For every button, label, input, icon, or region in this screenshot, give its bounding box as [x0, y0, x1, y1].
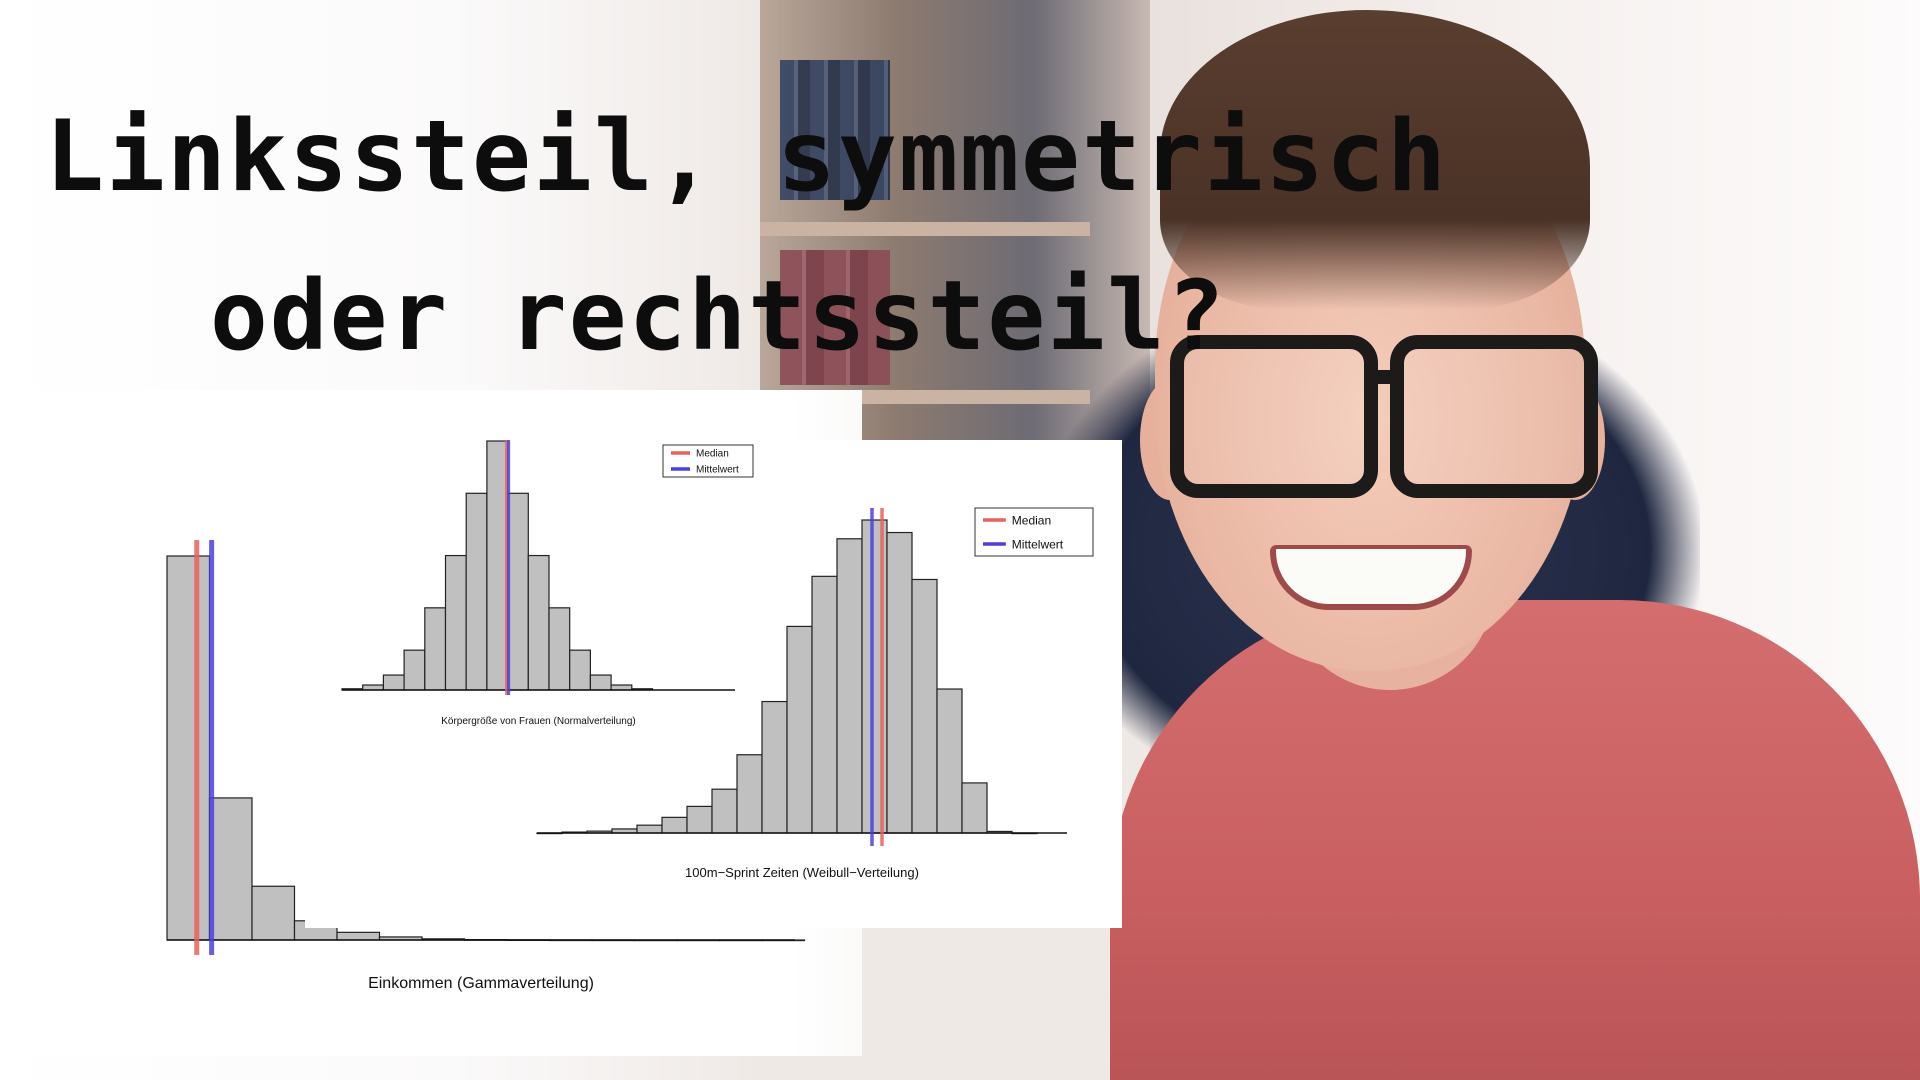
glasses-bridge: [1370, 370, 1400, 384]
books: [780, 250, 890, 385]
chart-gamma: Einkommen (Gammaverteilung): [166, 540, 806, 992]
histogram-bar: [961, 782, 988, 834]
histogram-bar: [661, 816, 688, 834]
books: [780, 60, 890, 200]
histogram-bar: [589, 674, 612, 691]
chart-weibull: 100m−Sprint Zeiten (Weibull−Verteilung) M…: [536, 507, 1094, 880]
histogram-bar: [569, 649, 592, 691]
histogram-bar: [251, 885, 296, 941]
legend-box: [974, 507, 1094, 557]
histogram-bar: [465, 492, 488, 691]
histogram-bar: [382, 674, 405, 691]
histogram-bar: [911, 578, 938, 834]
histogram-bar: [610, 684, 633, 691]
person-shirt: [1110, 600, 1920, 1080]
histogram-bar: [711, 788, 738, 834]
chart-normal: Körpergröße von Frauen (Normalverteilung…: [341, 440, 754, 727]
histogram-bar: [424, 607, 447, 691]
person-hair: [1160, 10, 1590, 310]
histogram-bar: [527, 554, 550, 691]
histogram-bar: [811, 575, 838, 834]
histogram-bar: [836, 538, 863, 834]
histogram-bar: [208, 797, 253, 941]
histogram-bar: [548, 607, 571, 691]
histogram-bar: [886, 531, 913, 834]
legend-box: [662, 444, 754, 478]
histogram-bar: [486, 440, 509, 691]
histogram-bar: [636, 824, 663, 834]
glasses-lens: [1390, 335, 1598, 498]
histogram-bar: [736, 754, 763, 834]
legend-label-median: Median: [696, 449, 729, 460]
histogram-bar: [686, 805, 713, 834]
histogram-bar: [786, 625, 813, 834]
chart-card-normal: Körpergröße von Frauen (Normalverteilung…: [305, 390, 775, 730]
title-line-2: oder rechtssteil?: [210, 260, 1227, 372]
histogram-bar: [362, 684, 385, 691]
legend-label-mean: Mittelwert: [1012, 537, 1064, 551]
person-smile: [1270, 545, 1472, 610]
histogram-bar: [403, 649, 426, 691]
legend-label-mean: Mittelwert: [696, 465, 739, 476]
histogram-bar: [336, 931, 381, 941]
histogram-bar: [507, 492, 529, 691]
shelf-board: [760, 222, 1090, 236]
title-line-1: Linkssteil, symmetrisch: [45, 100, 1449, 214]
x-axis-title: Einkommen (Gammaverteilung): [368, 975, 594, 992]
histogram-bar: [936, 688, 963, 834]
legend-label-median: Median: [1012, 513, 1051, 527]
histogram-bar: [444, 554, 467, 691]
x-axis-title: Körpergröße von Frauen (Normalverteilung…: [441, 716, 636, 727]
histogram-bar: [166, 555, 211, 941]
x-axis-title: 100m−Sprint Zeiten (Weibull−Verteilung): [685, 865, 919, 880]
